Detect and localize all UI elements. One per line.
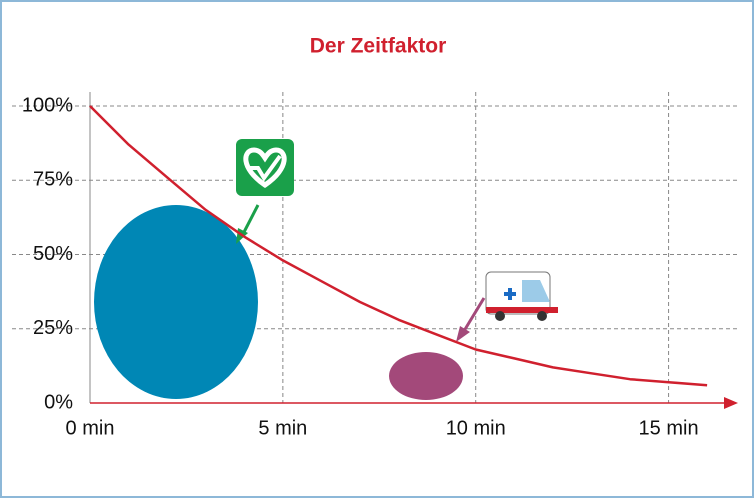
aed-icon bbox=[236, 139, 294, 244]
x-tick-label: 0 min bbox=[66, 417, 115, 439]
x-axis-arrow bbox=[724, 397, 738, 409]
y-tick-label: 0% bbox=[44, 391, 73, 413]
y-tick-label: 50% bbox=[33, 243, 73, 265]
purple-blob bbox=[389, 352, 463, 400]
y-tick-label: 100% bbox=[22, 94, 73, 116]
blue-blob bbox=[94, 205, 258, 399]
ambulance-icon bbox=[456, 271, 558, 342]
x-tick-label: 15 min bbox=[639, 417, 699, 439]
y-tick-label: 25% bbox=[33, 317, 73, 339]
chart-title: Der Zeitfaktor bbox=[310, 35, 447, 58]
survival-line bbox=[89, 105, 708, 387]
x-tick-label: 5 min bbox=[258, 417, 307, 439]
x-tick-label: 10 min bbox=[446, 417, 506, 439]
y-tick-label: 75% bbox=[33, 169, 73, 191]
